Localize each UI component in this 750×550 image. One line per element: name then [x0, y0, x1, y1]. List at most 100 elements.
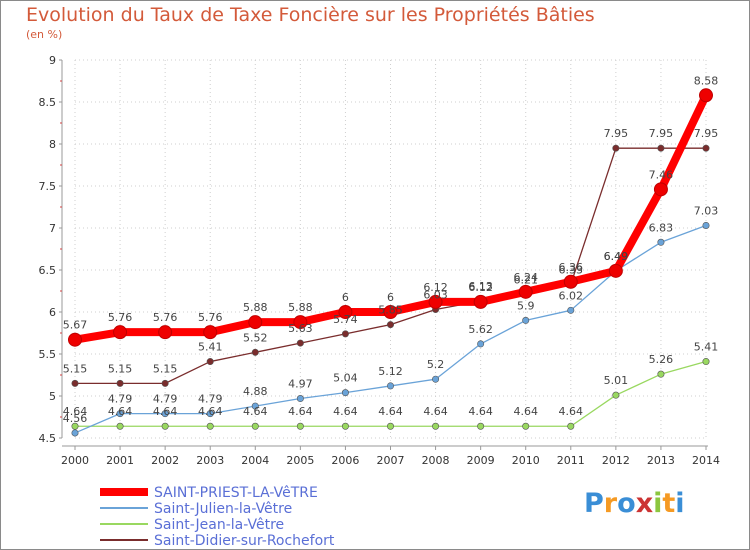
y-tick-label: 6 — [49, 306, 56, 319]
data-labels: 5.675.76 5.76 5.765.88 5.886 66.12 6.126.246.… — [63, 74, 719, 425]
data-label: 6.13 — [468, 280, 493, 293]
logo-letter: x — [635, 488, 654, 519]
x-tick-label: 2008 — [422, 454, 450, 467]
chart-axes: 4.5 5 5.5 6 6.5 7 7.5 8 8.5 9 2000 2001 2002 2003 2004… — [39, 54, 721, 467]
data-label: 5.88 — [243, 301, 268, 314]
data-label: 5.26 — [649, 353, 674, 366]
data-label: 4.56 — [63, 412, 88, 425]
data-label: 4.64 — [559, 405, 584, 418]
data-point — [206, 410, 214, 418]
data-label: 4.64 — [423, 405, 448, 418]
data-label: 7.03 — [694, 204, 719, 217]
y-tick-label: 7 — [49, 222, 56, 235]
data-point — [251, 422, 259, 430]
chart-legend: SAINT-PRIEST-LA-VêTRESaint-Julien-la-Vêt… — [100, 485, 335, 549]
logo-letter: i — [675, 488, 685, 519]
data-label: 6.33 — [559, 263, 584, 276]
logo-letter: i — [653, 488, 663, 519]
data-point — [248, 315, 263, 330]
data-label: 4.88 — [243, 385, 268, 398]
data-label: 5.41 — [198, 341, 223, 354]
data-label: 5.85 — [378, 304, 403, 317]
x-tick-label: 2006 — [331, 454, 359, 467]
data-label: 6.83 — [649, 221, 674, 234]
data-label: 5.12 — [378, 365, 403, 378]
data-label: 5.62 — [468, 323, 493, 336]
data-label: 5.9 — [517, 299, 535, 312]
proxiti-logo: Proxiti — [584, 488, 685, 519]
data-label: 4.79 — [108, 393, 133, 406]
x-tick-label: 2012 — [602, 454, 630, 467]
data-point — [702, 144, 710, 152]
legend-label-2: Saint-Jean-la-Vêtre — [154, 517, 284, 533]
data-point — [161, 422, 169, 430]
data-point — [657, 370, 665, 378]
data-point — [206, 422, 214, 430]
data-point — [341, 389, 349, 397]
series-layer — [68, 88, 713, 437]
data-point — [203, 325, 218, 340]
data-point — [158, 325, 173, 340]
data-point — [702, 221, 710, 229]
data-label: 6 — [342, 291, 349, 304]
data-point — [341, 422, 349, 430]
data-point — [473, 294, 488, 309]
y-tick-label: 6.5 — [39, 264, 57, 277]
data-label: 6.12 — [423, 281, 448, 294]
data-point — [161, 410, 169, 418]
data-label: 4.64 — [333, 405, 358, 418]
data-point — [71, 429, 79, 437]
x-tick-label: 2013 — [647, 454, 675, 467]
data-label: 4.64 — [288, 405, 313, 418]
y-tick-label: 4.5 — [39, 432, 57, 445]
data-label: 8.58 — [694, 74, 719, 87]
data-label: 6.36 — [559, 261, 584, 274]
data-label: 4.64 — [63, 405, 88, 418]
x-tick-label: 2001 — [106, 454, 134, 467]
logo-letter: t — [662, 488, 676, 519]
legend-label-1: Saint-Julien-la-Vêtre — [154, 501, 292, 517]
data-point — [251, 348, 259, 356]
data-point — [522, 422, 530, 430]
data-label: 5.01 — [604, 374, 629, 387]
chart-title: Evolution du Taux de Taxe Foncière sur l… — [26, 4, 595, 26]
data-label: 4.64 — [153, 405, 178, 418]
data-label: 5.88 — [288, 301, 313, 314]
data-point — [383, 305, 398, 319]
data-label: 6.02 — [559, 289, 584, 302]
y-tick-label: 8 — [49, 138, 56, 151]
logo-letter: P — [584, 488, 604, 519]
y-tick-label: 5.5 — [39, 348, 57, 361]
data-label: 6.24 — [513, 271, 538, 284]
data-point — [612, 391, 620, 399]
y-tick-label: 9 — [49, 54, 56, 67]
data-point — [161, 379, 169, 387]
data-label: 7.46 — [649, 168, 674, 181]
data-label: 5.15 — [153, 362, 178, 375]
x-tick-label: 2000 — [61, 454, 89, 467]
data-point — [386, 422, 394, 430]
data-point — [116, 410, 124, 418]
data-label: 5.76 — [108, 311, 133, 324]
data-label: 6.21 — [513, 273, 538, 286]
data-label: 4.97 — [288, 378, 313, 391]
data-point — [386, 321, 394, 329]
data-label: 4.64 — [468, 405, 493, 418]
data-point — [296, 422, 304, 430]
data-label: 5.52 — [243, 331, 268, 344]
data-point — [68, 332, 82, 347]
logo-letter: r — [603, 488, 618, 519]
data-label: 5.04 — [333, 372, 358, 385]
data-point — [71, 422, 79, 430]
data-label: 5.63 — [288, 322, 313, 335]
data-point — [296, 339, 304, 347]
data-point — [113, 325, 128, 340]
data-point — [699, 88, 713, 103]
data-label: 4.64 — [108, 405, 133, 418]
data-label: 7.95 — [649, 127, 674, 140]
data-point — [296, 395, 304, 403]
data-label: 5.2 — [427, 358, 445, 371]
data-label: 4.79 — [153, 393, 178, 406]
data-point — [338, 305, 353, 319]
data-label: 5.76 — [153, 311, 178, 324]
